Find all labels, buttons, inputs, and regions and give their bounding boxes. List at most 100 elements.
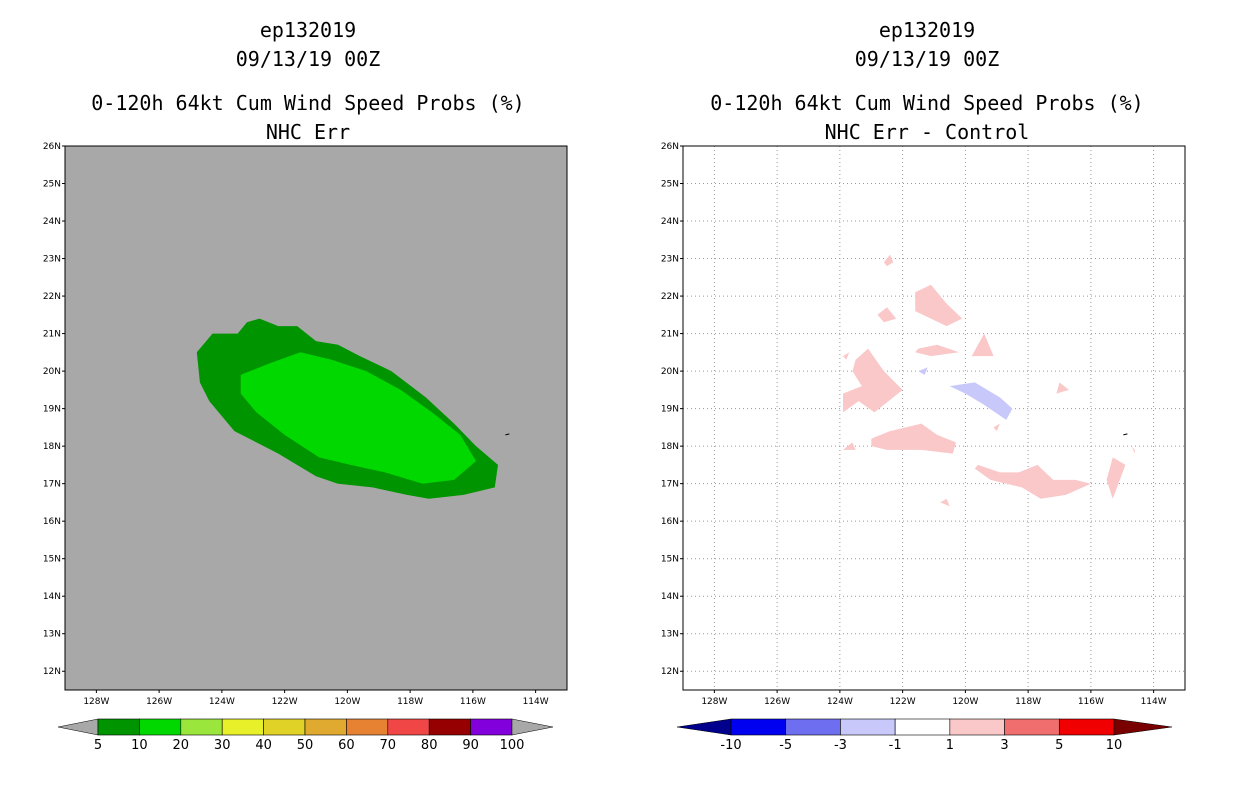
right-y-tick-label: 22N: [661, 292, 679, 302]
right-y-tick-label: 25N: [661, 180, 679, 190]
right-colorbar-label: 10: [1106, 738, 1123, 753]
left-colorbar-swatch: [97, 718, 140, 736]
left-colorbar-swatch: [180, 718, 223, 736]
left-colorbar-swatch: [139, 718, 182, 736]
right-colorbar-swatch: [840, 718, 896, 736]
right-y-tick-label: 16N: [661, 517, 679, 527]
left-colorbar-label: 40: [255, 738, 272, 753]
right-contour-1-3: [915, 344, 960, 357]
right-x-tick-label: 124W: [827, 697, 853, 707]
left-chart-subtitle: NHC Err: [265, 120, 351, 144]
right-colorbar-label: -10: [720, 738, 741, 753]
right-y-tick-label: 12N: [661, 667, 679, 677]
right-y-tick-label: 24N: [661, 217, 679, 227]
right-y-tick-label: 23N: [661, 255, 679, 265]
right-contour-1-3: [843, 442, 856, 450]
left-y-tick-label: 22N: [43, 292, 61, 302]
left-colorbar-swatch: [470, 718, 513, 736]
left-x-tick-label: 126W: [146, 697, 172, 707]
left-y-tick-label: 16N: [43, 517, 61, 527]
left-colorbar-swatch: [263, 718, 306, 736]
left-contour-10-20: [240, 352, 476, 484]
left-colorbar-swatch: [428, 718, 471, 736]
right-x-tick-label: 118W: [1015, 697, 1041, 707]
left-colorbar-label: 90: [462, 738, 479, 753]
left-colorbar-high-tip: [511, 718, 554, 736]
left-colorbar-low-tip: [57, 718, 99, 736]
right-contour-1-3: [883, 254, 894, 267]
right-colorbar-swatch: [1004, 718, 1060, 736]
right-colorbar-swatch: [949, 718, 1005, 736]
left-colorbar-label: 80: [421, 738, 438, 753]
left-colorbar-label: 10: [131, 738, 148, 753]
right-colorbar-label: -3: [834, 738, 847, 753]
right-contour-1-3: [1056, 382, 1069, 394]
left-colorbar-swatch: [304, 718, 347, 736]
left-colorbar-label: 30: [214, 738, 231, 753]
left-y-tick-label: 18N: [43, 442, 61, 452]
right-y-tick-label: 15N: [661, 555, 679, 565]
right-y-tick-label: 14N: [661, 592, 679, 602]
right-x-tick-label: 114W: [1141, 697, 1167, 707]
left-x-tick-label: 128W: [83, 697, 109, 707]
left-colorbar-label: 20: [173, 738, 190, 753]
right-contour-1-3: [1131, 446, 1135, 454]
left-y-tick-label: 24N: [43, 217, 61, 227]
right-contour--3--1: [949, 382, 1013, 420]
right-contour--3--1: [918, 367, 928, 375]
right-contour-1-3: [971, 333, 994, 357]
right-contour-1-3: [843, 352, 850, 360]
right-colorbar-label: 3: [1000, 738, 1008, 753]
left-storm-id: ep132019: [259, 18, 357, 42]
right-colorbar-label: 1: [946, 738, 954, 753]
left-island-mark: [505, 433, 510, 436]
left-colorbar-label: 100: [500, 738, 525, 753]
left-y-tick-label: 25N: [43, 180, 61, 190]
right-datetime: 09/13/19 00Z: [854, 47, 1000, 71]
left-chart-title: 0-120h 64kt Cum Wind Speed Probs (%): [91, 91, 525, 115]
left-x-tick-label: 122W: [272, 697, 298, 707]
right-contour-1-3: [974, 464, 1091, 499]
left-datetime: 09/13/19 00Z: [235, 47, 381, 71]
right-colorbar-low-tip: [676, 718, 732, 736]
right-x-tick-label: 128W: [701, 697, 727, 707]
right-colorbar-label: -5: [779, 738, 792, 753]
right-contour-1-3: [993, 423, 1000, 432]
right-colorbar-swatch: [785, 718, 841, 736]
left-x-tick-label: 116W: [460, 697, 486, 707]
left-y-tick-label: 19N: [43, 405, 61, 415]
left-x-tick-label: 118W: [397, 697, 423, 707]
left-x-tick-label: 114W: [523, 697, 549, 707]
right-colorbar-label: -1: [889, 738, 902, 753]
right-x-tick-label: 126W: [764, 697, 790, 707]
left-plot-frame: [64, 145, 568, 691]
right-y-tick-label: 20N: [661, 367, 679, 377]
right-y-tick-label: 18N: [661, 442, 679, 452]
right-colorbar-swatch: [730, 718, 787, 736]
left-y-tick-label: 13N: [43, 630, 61, 640]
right-chart-subtitle: NHC Err - Control: [824, 120, 1030, 144]
right-storm-id: ep132019: [878, 18, 976, 42]
left-y-tick-label: 20N: [43, 367, 61, 377]
right-y-tick-label: 19N: [661, 405, 679, 415]
left-colorbar-label: 5: [94, 738, 102, 753]
right-colorbar-high-tip: [1113, 718, 1173, 736]
left-colorbar-label: 60: [338, 738, 355, 753]
right-x-tick-label: 116W: [1078, 697, 1104, 707]
left-y-tick-label: 26N: [43, 142, 61, 152]
right-y-tick-label: 21N: [661, 330, 679, 340]
left-x-tick-label: 124W: [209, 697, 235, 707]
right-x-tick-label: 120W: [952, 697, 978, 707]
left-colorbar-swatch: [387, 718, 430, 736]
right-colorbar-swatch: [1058, 718, 1115, 736]
left-y-tick-label: 17N: [43, 480, 61, 490]
right-contour-1-3: [871, 423, 956, 454]
right-contour-1-3: [1106, 457, 1126, 499]
right-contour-1-3: [877, 307, 897, 323]
right-x-tick-label: 122W: [890, 697, 916, 707]
left-y-tick-label: 14N: [43, 592, 61, 602]
right-contour-1-3: [915, 284, 963, 327]
left-y-tick-label: 15N: [43, 555, 61, 565]
right-plot-frame: [682, 145, 1186, 691]
